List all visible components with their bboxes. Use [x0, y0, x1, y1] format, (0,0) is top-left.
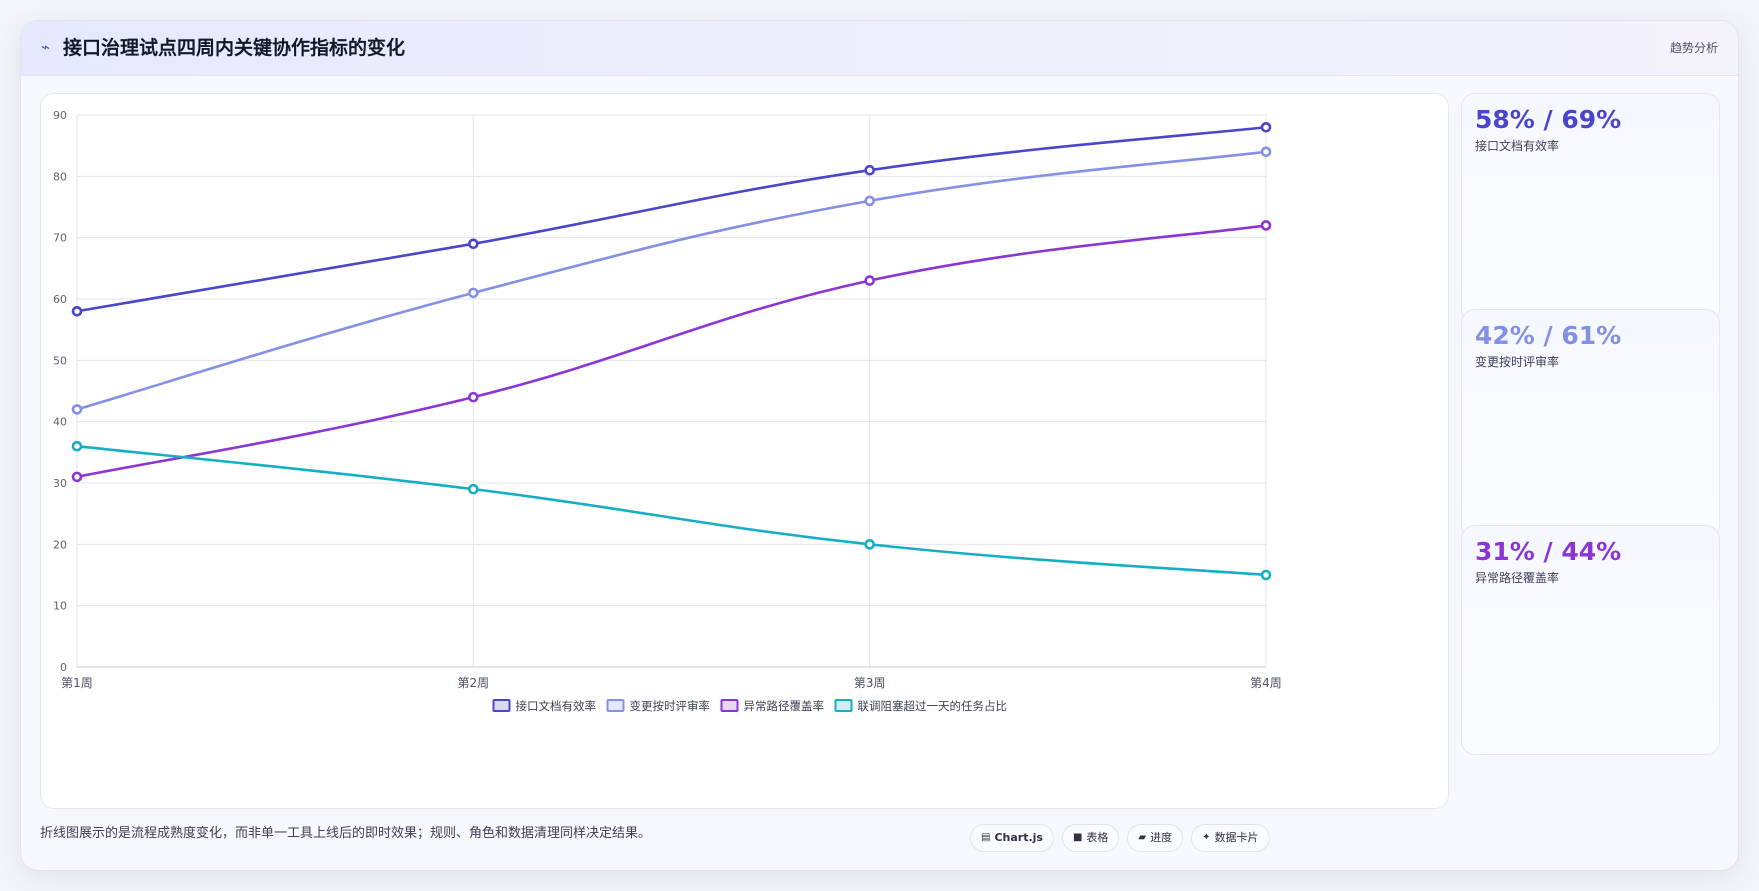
y-tick-label: 30 — [53, 477, 67, 490]
data-point — [468, 287, 479, 299]
data-point — [1260, 146, 1272, 158]
chart-panel: 0 10 20 30 40 50 60 70 80 90 第1周 第2周 第3周 第4周接口文档有效率 变更… — [40, 93, 1449, 809]
data-point — [71, 440, 83, 452]
legend-label: 联调阻塞超过一天的任务占比 — [858, 699, 1008, 713]
card-header: ⌁ 接口治理试点四周内关键协作指标的变化 趋势分析 — [21, 21, 1738, 76]
chip-data-card[interactable]: ✦ 数据卡片 — [1191, 824, 1270, 852]
legend-label: 变更按时评审率 — [630, 699, 711, 713]
progress-icon: ▰ — [1138, 832, 1147, 843]
x-tick-label: 第4周 — [1250, 676, 1282, 690]
data-point — [468, 238, 479, 250]
data-point — [864, 195, 875, 207]
legend-swatch — [834, 699, 853, 712]
y-tick-label: 80 — [53, 170, 67, 183]
y-tick-label: 90 — [53, 109, 67, 122]
data-point — [1260, 121, 1272, 133]
legend-swatch — [606, 699, 625, 712]
sparkle-icon: ✦ — [1202, 832, 1211, 843]
data-point — [1260, 569, 1272, 581]
legend-swatch — [720, 699, 739, 712]
chip-label: 数据卡片 — [1214, 831, 1259, 844]
chip-progress[interactable]: ▰ 进度 — [1127, 824, 1184, 852]
chip-chartjs[interactable]: ▤ Chart.js — [970, 824, 1054, 852]
series-line-2 — [75, 150, 1268, 411]
chip-label: Chart.js — [994, 831, 1043, 844]
x-tick-label: 第3周 — [854, 676, 886, 690]
chip-table[interactable]: ■ 表格 — [1061, 824, 1120, 852]
data-point — [71, 404, 83, 415]
legend-swatch — [492, 699, 511, 712]
chip-label: 表格 — [1086, 831, 1109, 844]
data-point — [468, 483, 479, 495]
header-tag: 趋势分析 — [1669, 41, 1718, 55]
stat-label: 异常路径覆盖率 — [1475, 571, 1560, 585]
data-point — [468, 391, 479, 403]
legend-label: 接口文档有效率 — [516, 699, 597, 713]
chip-label: 进度 — [1150, 831, 1173, 844]
stat-label: 接口文档有效率 — [1475, 139, 1560, 153]
y-tick-label: 60 — [53, 293, 67, 306]
data-point — [864, 164, 875, 176]
series-line-3 — [75, 224, 1268, 479]
table-icon: ■ — [1072, 832, 1083, 843]
y-tick-label: 20 — [53, 538, 67, 551]
y-tick-label: 0 — [60, 661, 67, 674]
data-point — [864, 539, 875, 550]
stat-card-review-rate: 42% / 61% 变更按时评审率 — [1461, 309, 1720, 539]
stat-value: 58% / 69% — [1475, 105, 1622, 134]
stat-card-doc-validity: 58% / 69% 接口文档有效率 — [1461, 93, 1720, 323]
y-tick-label: 10 — [53, 600, 67, 613]
stat-value: 42% / 61% — [1475, 321, 1622, 350]
chip-group: ▤ Chart.js ■ 表格 ▰ 进度 ✦ 数据卡片 — [970, 824, 1270, 852]
stat-card-exception-coverage: 31% / 44% 异常路径覆盖率 — [1461, 525, 1720, 755]
trend-icon: ⌁ — [41, 38, 51, 56]
y-tick-label: 40 — [53, 416, 67, 429]
x-tick-label: 第1周 — [61, 676, 93, 690]
data-point — [71, 305, 83, 317]
footnote: 折线图展示的是流程成熟度变化，而非单一工具上线后的即时效果；规则、角色和数据清理… — [40, 826, 652, 841]
legend-label: 异常路径覆盖率 — [744, 699, 825, 713]
y-tick-label: 50 — [53, 354, 67, 367]
stat-value: 31% / 44% — [1475, 537, 1622, 566]
x-tick-label: 第2周 — [458, 676, 490, 690]
series-line-4 — [75, 444, 1268, 577]
chart-icon: ▤ — [981, 832, 991, 843]
series-line-1 — [75, 125, 1268, 313]
y-tick-label: 70 — [53, 232, 67, 245]
stat-label: 变更按时评审率 — [1475, 355, 1560, 369]
dashboard-card: ⌁ 接口治理试点四周内关键协作指标的变化 趋势分析 0 10 20 30 40 50 60 7… — [20, 20, 1739, 871]
data-point — [1260, 220, 1272, 231]
page-title: 接口治理试点四周内关键协作指标的变化 — [63, 37, 406, 59]
data-point — [71, 471, 83, 483]
data-point — [864, 275, 875, 286]
